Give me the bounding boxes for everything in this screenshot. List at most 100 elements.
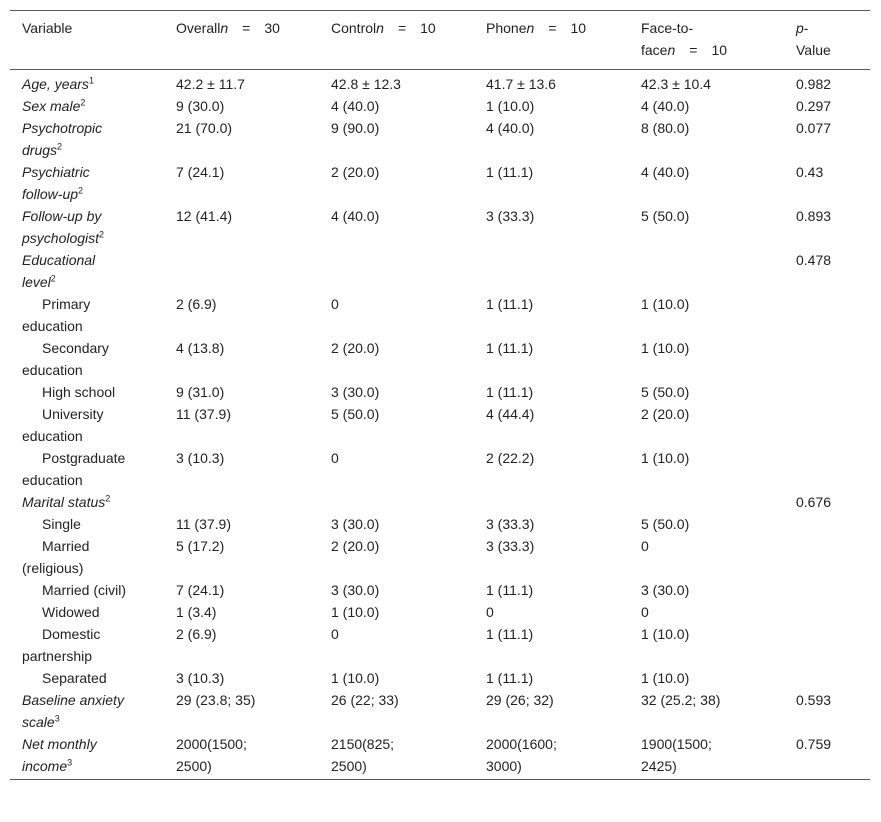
table-row: Single 11 (37.9) 3 (30.0) 3 (33.3) 5 (50.0) xyxy=(10,513,870,535)
table-row: Sex male2 9 (30.0) 4 (40.0) 1 (10.0) 4 (40.0… xyxy=(10,95,870,117)
row-label: Married (religious) xyxy=(22,538,90,576)
value-cell: 8 (80.0) xyxy=(629,117,784,161)
value-cell: 4 (13.8) xyxy=(164,337,319,381)
value-cell: 2000(1600; 3000) xyxy=(474,733,629,780)
cell-value: 41.7 ± 13.6 xyxy=(486,76,556,92)
cell-value: 1 (10.0) xyxy=(641,340,690,356)
cell-value: 3 (10.3) xyxy=(176,670,225,686)
value-cell: 3 (30.0) xyxy=(319,381,474,403)
table-row: Married (civil) 7 (24.1) 3 (30.0) 1 (11.1) 3… xyxy=(10,579,870,601)
value-cell xyxy=(319,249,474,293)
value-cell: 5 (17.2) xyxy=(164,535,319,579)
cell-value: 3 (30.0) xyxy=(641,582,690,598)
value-cell: 5 (50.0) xyxy=(629,205,784,249)
cell-value: 4 (40.0) xyxy=(331,98,380,114)
value-cell: 1 (11.1) xyxy=(474,161,629,205)
cell-value: 1 (11.1) xyxy=(486,626,534,642)
value-cell: 3 (33.3) xyxy=(474,205,629,249)
cell-value: 9 (30.0) xyxy=(176,98,225,114)
table-row: Postgraduate education 3 (10.3) 0 2 (22.2) 1… xyxy=(10,447,870,491)
group-name: Control xyxy=(331,20,377,36)
table-row: Separated 3 (10.3) 1 (10.0) 1 (11.1) 1 (10.0… xyxy=(10,667,870,689)
cell-value: 1 (10.0) xyxy=(486,98,535,114)
row-label: Marital status xyxy=(22,494,106,510)
cell-value: 0.676 xyxy=(796,494,832,510)
table-row: Psychiatric follow-up2 7 (24.1) 2 (20.0) 1 … xyxy=(10,161,870,205)
cell-value: 5 (17.2) xyxy=(176,538,225,554)
cell-value: 3 (33.3) xyxy=(486,538,535,554)
cell-value: 1 (11.1) xyxy=(486,384,534,400)
cell-value: 1 (10.0) xyxy=(641,296,690,312)
equals: = xyxy=(689,42,698,58)
row-label-cell: Psychotropic drugs2 xyxy=(10,117,164,161)
row-label: Net monthly income xyxy=(22,736,97,774)
cell-value: 2150(825; 2500) xyxy=(331,736,395,774)
value-cell: 26 (22; 33) xyxy=(319,689,474,733)
cell-value: 0.077 xyxy=(796,120,832,136)
value-cell: 1 (11.1) xyxy=(474,293,629,337)
value-cell xyxy=(784,535,870,579)
cell-value: 2000(1500; 2500) xyxy=(176,736,247,774)
value-cell: 1900(1500; 2425) xyxy=(629,733,784,780)
value-cell: 2 (6.9) xyxy=(164,293,319,337)
cell-value: 0.478 xyxy=(796,252,832,268)
row-label-cell: Educational level2 xyxy=(10,249,164,293)
cell-value: 9 (31.0) xyxy=(176,384,225,400)
value-cell: 7 (24.1) xyxy=(164,579,319,601)
value-cell: 3 (30.0) xyxy=(319,513,474,535)
cell-value: 2000(1600; 3000) xyxy=(486,736,557,774)
value-cell xyxy=(164,491,319,513)
value-cell: 0.759 xyxy=(784,733,870,780)
value-cell: 9 (31.0) xyxy=(164,381,319,403)
value-cell: 2 (20.0) xyxy=(319,337,474,381)
row-label-cell: Postgraduate education xyxy=(10,447,164,491)
value-cell: 32 (25.2; 38) xyxy=(629,689,784,733)
footnote-mark: 2 xyxy=(105,493,111,504)
table-row: University education 11 (37.9) 5 (50.0) 4 (… xyxy=(10,403,870,447)
value-cell: 1 (10.0) xyxy=(629,337,784,381)
cell-value: 7 (24.1) xyxy=(176,582,225,598)
cell-value: 0.759 xyxy=(796,736,832,752)
data-table: Variable Overalln = 30 Controln = 10 Phonen = 10 F… xyxy=(10,10,870,780)
value-cell: 3 (10.3) xyxy=(164,667,319,689)
table-row: Widowed 1 (3.4) 1 (10.0) 0 0 xyxy=(10,601,870,623)
cell-value: 3 (30.0) xyxy=(331,582,380,598)
value-cell: 4 (40.0) xyxy=(319,205,474,249)
cell-value: 0 xyxy=(641,604,649,620)
value-cell: 12 (41.4) xyxy=(164,205,319,249)
cell-value: 0.593 xyxy=(796,692,832,708)
cell-value: 4 (44.4) xyxy=(486,406,535,422)
row-label: High school xyxy=(42,384,116,400)
row-label-cell: Separated xyxy=(10,667,164,689)
row-label-cell: Net monthly income3 xyxy=(10,733,164,780)
table-row: Net monthly income3 2000(1500; 2500) 2150(… xyxy=(10,733,870,780)
cell-value: 1 (10.0) xyxy=(641,670,690,686)
value-cell: 11 (37.9) xyxy=(164,403,319,447)
cell-value: 3 (30.0) xyxy=(331,516,380,532)
table-row: Primary education 2 (6.9) 0 1 (11.1) 1 (10.0… xyxy=(10,293,870,337)
group-name: Overall xyxy=(176,20,221,36)
value-cell xyxy=(164,249,319,293)
row-label: Secondary education xyxy=(22,340,109,378)
cell-value: 1 (11.1) xyxy=(486,340,534,356)
value-cell: 2 (22.2) xyxy=(474,447,629,491)
cell-value: 5 (50.0) xyxy=(641,384,690,400)
footnote-mark: 2 xyxy=(80,97,86,108)
cell-value: 0 xyxy=(486,604,494,620)
cell-value: 4 (13.8) xyxy=(176,340,225,356)
value-cell: 5 (50.0) xyxy=(319,403,474,447)
cell-value: 0 xyxy=(331,450,339,466)
cell-value: 4 (40.0) xyxy=(486,120,535,136)
table-container: Variable Overalln = 30 Controln = 10 Phonen = 10 F… xyxy=(10,10,870,780)
row-label: Sex male xyxy=(22,98,81,114)
cell-value: 1 (10.0) xyxy=(641,450,690,466)
cell-value: 0.893 xyxy=(796,208,832,224)
row-label-cell: Baseline anxiety scale3 xyxy=(10,689,164,733)
value-cell xyxy=(784,601,870,623)
cell-value: 4 (40.0) xyxy=(331,208,380,224)
cell-value: 3 (30.0) xyxy=(331,384,380,400)
value-cell: 1 (11.1) xyxy=(474,337,629,381)
value-cell: 1 (10.0) xyxy=(474,95,629,117)
cell-value: 3 (33.3) xyxy=(486,208,535,224)
